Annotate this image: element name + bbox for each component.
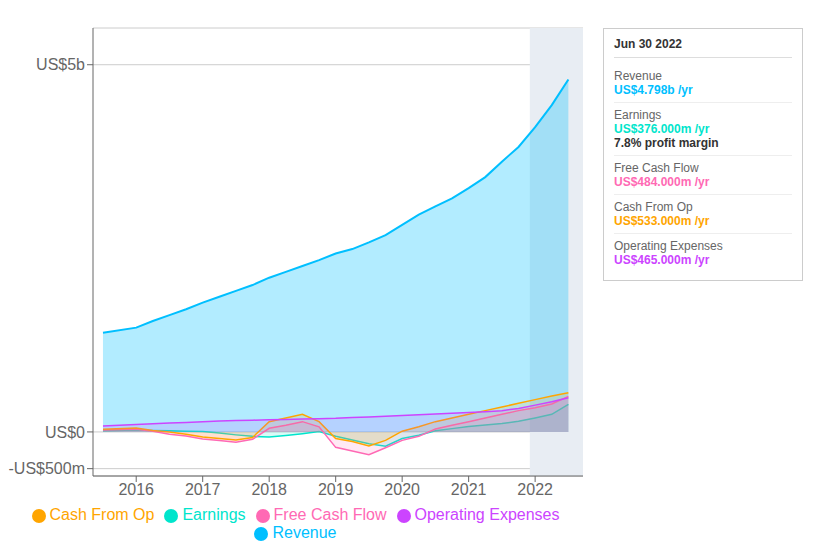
svg-text:2018: 2018 — [251, 481, 287, 498]
html-text:Jun 30 2022: Jun 30 2022 — [614, 37, 682, 51]
svg-text:US$5b: US$5b — [36, 56, 85, 73]
svg-text:US$0: US$0 — [45, 424, 85, 441]
html-text:Earnings: Earnings — [614, 108, 662, 122]
html-text:US$376.000m /yr: US$376.000m /yr — [614, 122, 710, 136]
html-text:US$484.000m /yr: US$484.000m /yr — [614, 175, 710, 189]
html-text:Free Cash Flow: Free Cash Flow — [614, 161, 699, 175]
html-text:7.8% profit margin: 7.8% profit margin — [614, 136, 719, 150]
html-text:US$4.798b /yr: US$4.798b /yr — [614, 83, 693, 97]
html-text:Earnings: Earnings — [182, 506, 246, 523]
html-text:US$465.000m /yr: US$465.000m /yr — [614, 253, 710, 267]
svg-text:2019: 2019 — [318, 481, 354, 498]
svg-text:2017: 2017 — [185, 481, 221, 498]
html-text:Operating Expenses: Operating Expenses — [414, 506, 560, 523]
svg-text:2021: 2021 — [451, 481, 487, 498]
html-text:US$533.000m /yr: US$533.000m /yr — [614, 214, 710, 228]
svg-text:2022: 2022 — [517, 481, 553, 498]
html-text:Cash From Op: Cash From Op — [614, 200, 693, 214]
html-text:Revenue: Revenue — [272, 524, 337, 541]
svg-text:-US$500m: -US$500m — [9, 460, 85, 477]
html-text:Free Cash Flow: Free Cash Flow — [273, 506, 387, 523]
svg-text:2020: 2020 — [384, 481, 420, 498]
html-text:Operating Expenses: Operating Expenses — [614, 239, 723, 253]
html-text:Revenue: Revenue — [614, 69, 662, 83]
svg-text:2016: 2016 — [118, 481, 154, 498]
html-text:Cash From Op: Cash From Op — [49, 506, 155, 523]
